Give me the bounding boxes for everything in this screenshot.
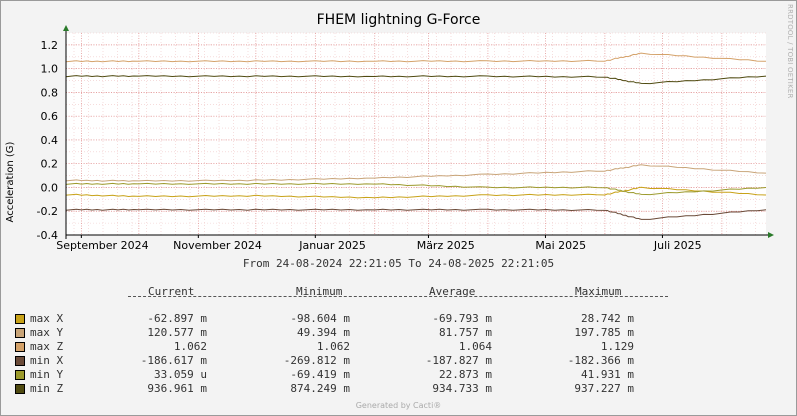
legend-swatch [15, 342, 25, 352]
legend-value-current: 120.577 m [147, 326, 207, 339]
legend-series-name: max X [30, 312, 64, 325]
legend-series-name: min X [30, 354, 64, 367]
legend-value-average: 22.873 m [439, 368, 492, 381]
legend-value-average: 934.733 m [432, 382, 492, 395]
x-tick-label: September 2024 [56, 239, 148, 252]
footer-generated-by: Generated by Cacti® [355, 401, 442, 410]
legend-row: max X -62.897 m -98.604 m -69.793 m 28.742 m [0, 312, 797, 326]
legend-value-current: -62.897 m [147, 312, 207, 325]
legend-row: max Z 1.062 1.062 1.064 1.129 [0, 340, 797, 354]
legend-series-name: max Y [30, 326, 64, 339]
y-tick-label: 0.2 [41, 158, 59, 171]
x-tick-label: November 2024 [173, 239, 262, 252]
x-tick-label: Mai 2025 [535, 239, 586, 252]
x-tick-label: Januar 2025 [298, 239, 366, 252]
y-tick-label: 1.2 [41, 39, 59, 52]
x-tick-label: März 2025 [417, 239, 475, 252]
legend-swatch [15, 356, 25, 366]
y-tick-label: 0.4 [41, 134, 59, 147]
y-tick-label: -0.4 [37, 229, 58, 242]
series-line-min-x [65, 208, 767, 220]
legend-value-average: -187.827 m [425, 354, 492, 367]
legend-series-name: min Y [30, 368, 64, 381]
legend-value-minimum: -98.604 m [290, 312, 350, 325]
legend-row: min Y 33.059 u -69.419 m 22.873 m 41.931 m [0, 368, 797, 382]
legend-row: min X -186.617 m -269.812 m -187.827 m -182.… [0, 354, 797, 368]
legend-value-current: 1.062 [173, 340, 207, 353]
legend-value-minimum: 1.062 [316, 340, 350, 353]
legend-divider [128, 296, 668, 297]
legend-series-name: min Z [30, 382, 64, 395]
legend-series-name: max Z [30, 340, 64, 353]
legend-value-current: 33.059 u [154, 368, 207, 381]
legend-header-current: Current [148, 285, 195, 298]
plot-background [66, 33, 766, 235]
legend-value-maximum: -182.366 m [567, 354, 634, 367]
legend-header-maximum: Maximum [575, 285, 622, 298]
legend-value-maximum: 28.742 m [581, 312, 634, 325]
legend-value-maximum: 41.931 m [581, 368, 634, 381]
y-tick-label: 0.8 [41, 86, 59, 99]
series-line-min-y [65, 182, 767, 196]
legend-row: max Y 120.577 m 49.394 m 81.757 m 197.785 m [0, 326, 797, 340]
series-line-max-y [65, 164, 767, 182]
chart-title: FHEM lightning G-Force [316, 12, 481, 28]
legend-value-average: 81.757 m [439, 326, 492, 339]
legend-swatch [15, 314, 25, 324]
legend-value-maximum: 197.785 m [574, 326, 634, 339]
legend-header-minimum: Minimum [296, 285, 343, 298]
series-line-max-z [65, 52, 767, 63]
legend-value-maximum: 937.227 m [574, 382, 634, 395]
legend-value-current: -186.617 m [140, 354, 207, 367]
time-range: From 24-08-2024 22:21:05 To 24-08-2025 2… [242, 257, 555, 270]
legend-value-current: 936.961 m [147, 382, 207, 395]
y-axis-arrow [63, 25, 69, 31]
legend-value-average: -69.793 m [432, 312, 492, 325]
legend-value-maximum: 1.129 [600, 340, 634, 353]
y-tick-label: -0.2 [37, 205, 58, 218]
legend-swatch [15, 384, 25, 394]
legend-value-minimum: -269.812 m [283, 354, 350, 367]
watermark: RRDTOOL / TOBI OETIKER [786, 4, 794, 99]
y-tick-label: 0.6 [41, 110, 59, 123]
legend-value-minimum: -69.419 m [290, 368, 350, 381]
legend-header-average: Average [429, 285, 476, 298]
legend-value-minimum: 49.394 m [297, 326, 350, 339]
legend-row: min Z 936.961 m 874.249 m 934.733 m 937.227 … [0, 382, 797, 396]
x-tick-label: Juli 2025 [653, 239, 702, 252]
x-axis-arrow [768, 232, 774, 238]
y-tick-label: 1.0 [41, 63, 59, 76]
legend-value-average: 1.064 [458, 340, 492, 353]
legend-swatch [15, 328, 25, 338]
series-line-min-z [65, 75, 767, 85]
y-tick-label: 0.0 [41, 181, 59, 194]
legend-value-minimum: 874.249 m [290, 382, 350, 395]
legend-swatch [15, 370, 25, 380]
series-line-max-x [65, 186, 767, 199]
